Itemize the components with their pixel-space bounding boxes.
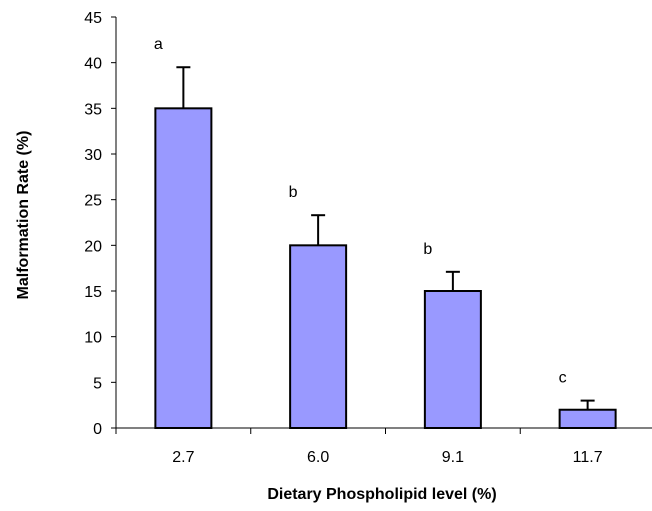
x-category-label: 6.0 (307, 449, 329, 466)
x-category-label: 11.7 (573, 449, 603, 466)
y-tick-label: 35 (84, 101, 102, 118)
significance-label: b (289, 184, 298, 201)
error-bars (176, 66, 595, 410)
y-axis-ticks: 0 5 10 15 20 25 30 35 40 45 (84, 10, 116, 438)
significance-label: c (559, 370, 567, 387)
bar-6.0 (289, 244, 348, 429)
bars (154, 107, 617, 430)
bar-2.7 (154, 107, 213, 429)
y-tick-label: 45 (84, 10, 102, 27)
x-axis-ticks: 2.7 6.0 9.1 11.7 (115, 428, 603, 466)
y-tick-label: 0 (93, 421, 102, 438)
bar-11.7 (558, 408, 617, 430)
y-tick-label: 25 (84, 193, 102, 210)
bar-9.1 (423, 290, 482, 429)
significance-label: b (423, 241, 432, 258)
y-tick-label: 5 (93, 375, 102, 392)
x-category-label: 2.7 (172, 449, 194, 466)
y-axis-title: Malformation Rate (%) (15, 131, 32, 300)
significance-labels: a b b c (154, 36, 567, 386)
significance-label: a (154, 36, 163, 53)
y-tick-label: 20 (84, 238, 102, 255)
x-axis-title: Dietary Phospholipid level (%) (267, 486, 496, 503)
y-tick-label: 15 (84, 284, 102, 301)
y-tick-label: 40 (84, 56, 102, 73)
y-tick-label: 30 (84, 147, 102, 164)
x-category-label: 9.1 (442, 449, 464, 466)
y-tick-label: 10 (84, 330, 102, 347)
